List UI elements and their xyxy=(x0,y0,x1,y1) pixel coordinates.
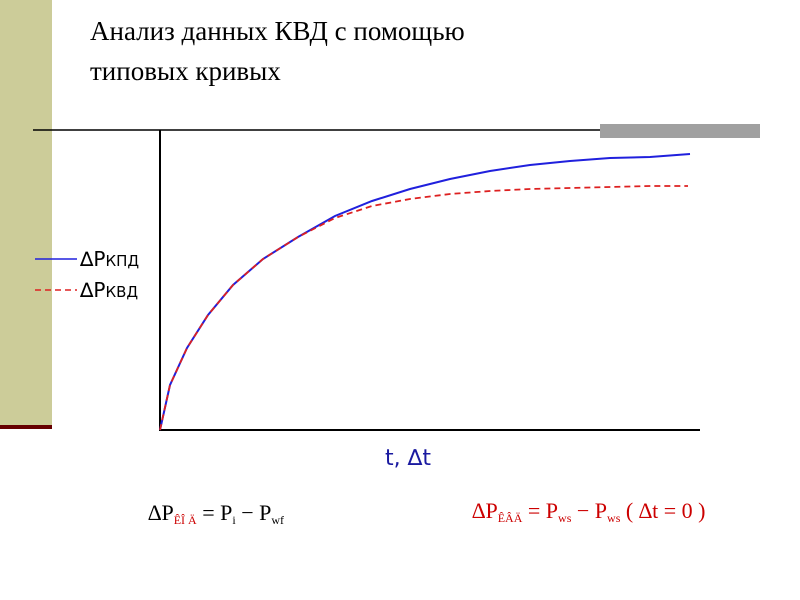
text-part: − P xyxy=(236,500,272,525)
header-block xyxy=(600,124,760,138)
text-part: ∆P xyxy=(148,500,174,525)
text-part: ÊÎ Ä xyxy=(174,513,197,527)
text-part: ws xyxy=(607,511,621,525)
text-part: − P xyxy=(571,498,607,523)
text-part: i xyxy=(232,513,236,527)
text-part: ∆P xyxy=(79,278,105,302)
text-part: wf xyxy=(271,513,284,527)
text-part: ∆P xyxy=(472,498,498,523)
curve-kvd xyxy=(159,185,688,431)
formula: ∆PÊÂÄ = Pws − Pws ( ∆t = 0 ) xyxy=(472,498,706,525)
legend-label: ∆PКПД xyxy=(79,247,139,271)
formula: ∆PÊÎ Ä = Pi − Pwf xyxy=(148,500,284,527)
text-part: ( ∆t = 0 ) xyxy=(620,498,705,523)
side-bar xyxy=(0,0,52,425)
title-line: типовых кривых xyxy=(90,56,281,86)
text-part: = P xyxy=(522,498,558,523)
title-line: Анализ данных КВД с помощью xyxy=(90,16,465,46)
text-part: КВД xyxy=(105,283,138,301)
text-part: ÊÂÄ xyxy=(498,511,523,525)
text-part: ∆P xyxy=(79,247,105,271)
legend-label: ∆PКВД xyxy=(79,278,138,302)
side-accent xyxy=(0,425,52,429)
text-part: ws xyxy=(558,511,572,525)
axis-label: t, ∆t xyxy=(385,446,431,471)
text-part: = P xyxy=(197,500,233,525)
text-part: КПД xyxy=(105,252,139,270)
